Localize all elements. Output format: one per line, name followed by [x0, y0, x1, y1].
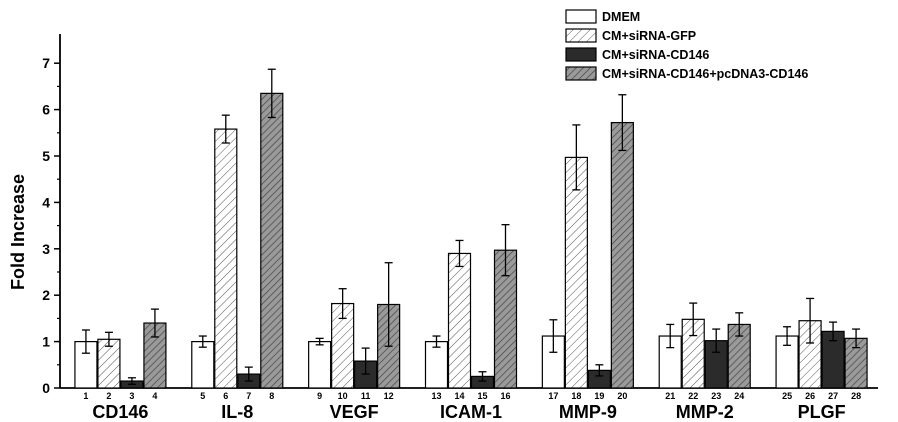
bar [260, 92, 284, 389]
y-tick-label: 2 [42, 287, 50, 303]
bar [447, 252, 472, 389]
bar-number-label: 18 [571, 391, 581, 401]
bar [564, 156, 588, 389]
y-tick-label: 1 [42, 334, 50, 350]
bar-number-label: 7 [246, 391, 251, 401]
legend-swatch [565, 28, 597, 43]
legend-swatch [565, 47, 597, 62]
bar-number-label: 5 [200, 391, 205, 401]
legend-label: CM+siRNA-GFP [602, 29, 696, 43]
bar-number-label: 13 [431, 391, 441, 401]
bar-number-label: 9 [317, 391, 322, 401]
y-tick-label: 7 [42, 55, 50, 71]
bar-number-label: 1 [83, 391, 88, 401]
category-label: ICAM-1 [440, 402, 502, 422]
bar [191, 341, 215, 389]
legend-label: DMEM [602, 10, 640, 24]
category-label: VEGF [330, 402, 379, 422]
bar [214, 128, 238, 389]
bar-number-label: 19 [594, 391, 604, 401]
legend-swatch [565, 9, 597, 24]
bar-number-label: 16 [500, 391, 510, 401]
category-label: CD146 [92, 402, 148, 422]
bar-number-label: 3 [129, 391, 134, 401]
bar-number-label: 27 [828, 391, 838, 401]
category-label: MMP-9 [559, 402, 617, 422]
bar-number-label: 25 [782, 391, 792, 401]
legend-label: CM+siRNA-CD146+pcDNA3-CD146 [602, 67, 808, 81]
legend: DMEM CM+siRNA-GFP CM+siRNA-CD146 CM+siRNA-C… [565, 9, 808, 81]
legend-swatch [565, 66, 597, 81]
bar-number-label: 15 [477, 391, 487, 401]
bar-number-label: 26 [805, 391, 815, 401]
y-tick-label: 6 [42, 102, 50, 118]
bar-number-label: 21 [665, 391, 675, 401]
y-tick-label: 3 [42, 241, 50, 257]
y-tick-label: 5 [42, 148, 50, 164]
bar [308, 341, 332, 389]
legend-label: CM+siRNA-CD146 [602, 48, 709, 62]
bar-number-label: 14 [454, 391, 464, 401]
bar-number-label: 23 [711, 391, 721, 401]
category-label: MMP-2 [676, 402, 734, 422]
bar-number-label: 28 [851, 391, 861, 401]
bar-number-label: 10 [338, 391, 348, 401]
bar-number-label: 6 [223, 391, 228, 401]
y-tick-label: 0 [42, 380, 50, 396]
bar-number-label: 4 [152, 391, 157, 401]
bar [424, 341, 449, 389]
y-tick-label: 4 [42, 194, 50, 210]
bar-number-label: 24 [734, 391, 744, 401]
bar-number-label: 2 [106, 391, 111, 401]
bar-number-label: 20 [617, 391, 627, 401]
y-axis-label: Fold Increase [8, 174, 28, 290]
bar-number-label: 11 [361, 391, 371, 401]
category-label: IL-8 [221, 402, 253, 422]
bar-number-label: 22 [688, 391, 698, 401]
bar-number-label: 12 [384, 391, 394, 401]
bar [610, 121, 634, 389]
bar-number-label: 8 [269, 391, 274, 401]
category-label: PLGF [798, 402, 846, 422]
bar-number-label: 17 [548, 391, 558, 401]
